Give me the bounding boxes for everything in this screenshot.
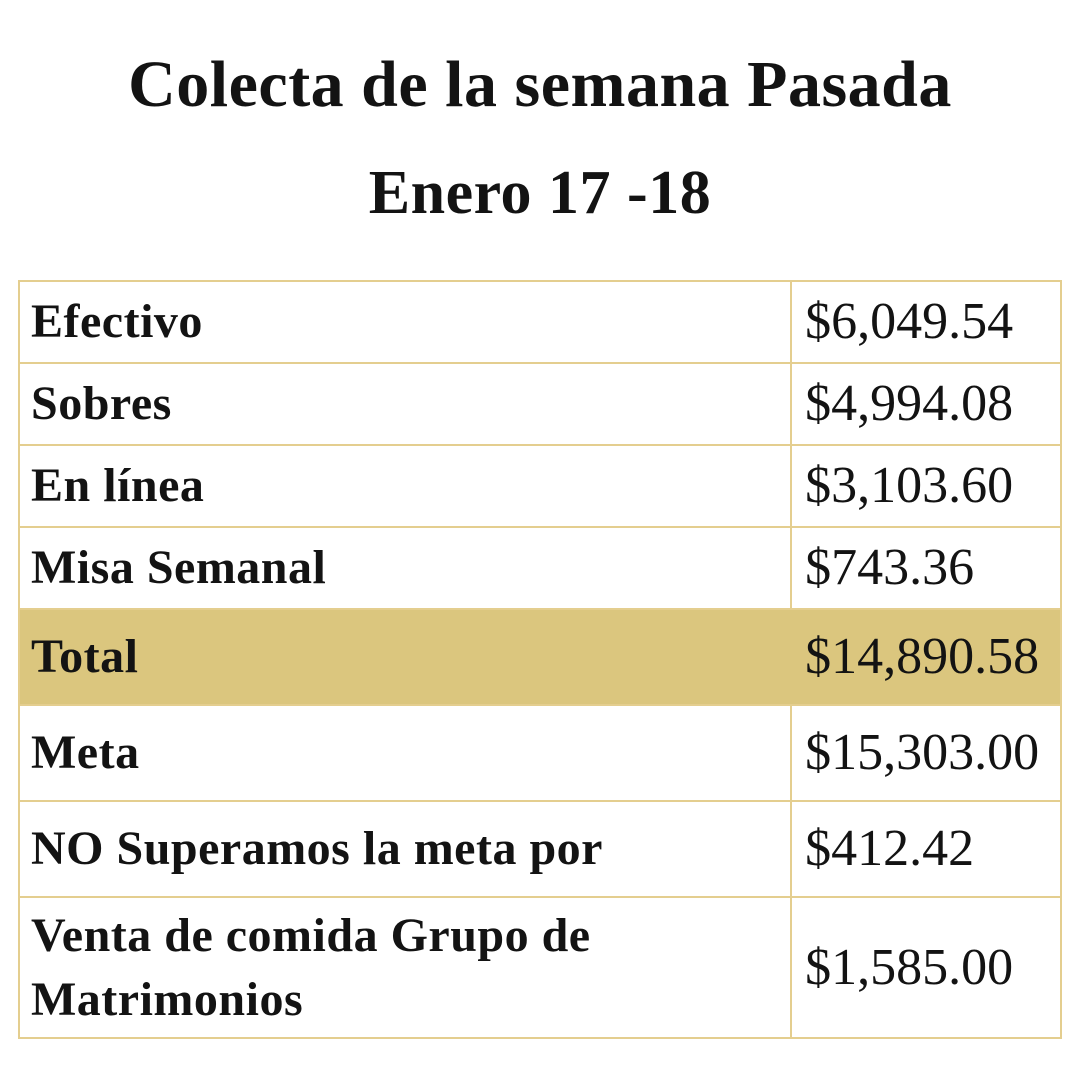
table-row: Sobres $4,994.08 [17, 362, 1062, 446]
table-row: Total $14,890.58 [17, 608, 1062, 706]
row-value: $412.42 [790, 800, 1062, 898]
row-label: Meta [17, 704, 793, 802]
page-title: Colecta de la semana Pasada [128, 48, 952, 121]
table-row: NO Superamos la meta por $412.42 [17, 800, 1062, 898]
row-value: $14,890.58 [790, 608, 1062, 706]
row-label: Misa Semanal [17, 526, 793, 610]
table-row: En línea $3,103.60 [17, 444, 1062, 528]
table-row: Meta $15,303.00 [17, 704, 1062, 802]
row-value: $743.36 [790, 526, 1062, 610]
header: Colecta de la semana Pasada Enero 17 -18 [0, 0, 1080, 227]
table-row: Misa Semanal $743.36 [17, 526, 1062, 610]
page-subtitle: Enero 17 -18 [368, 159, 712, 227]
row-label: Total [17, 608, 793, 706]
row-label: Sobres [17, 362, 793, 446]
row-value: $6,049.54 [790, 280, 1062, 364]
row-value: $15,303.00 [790, 704, 1062, 802]
table-row: Venta de comida Grupo de Matrimonios $1,5… [17, 896, 1062, 1039]
row-value: $4,994.08 [790, 362, 1062, 446]
row-label: Efectivo [17, 280, 793, 364]
collection-table: Efectivo $6,049.54 Sobres $4,994.08 En línea… [17, 280, 1062, 1039]
row-value: $3,103.60 [790, 444, 1062, 528]
row-label: NO Superamos la meta por [17, 800, 793, 898]
row-label: Venta de comida Grupo de Matrimonios [17, 896, 793, 1039]
row-value: $1,585.00 [790, 896, 1062, 1039]
row-label: En línea [17, 444, 793, 528]
table-row: Efectivo $6,049.54 [17, 280, 1062, 364]
